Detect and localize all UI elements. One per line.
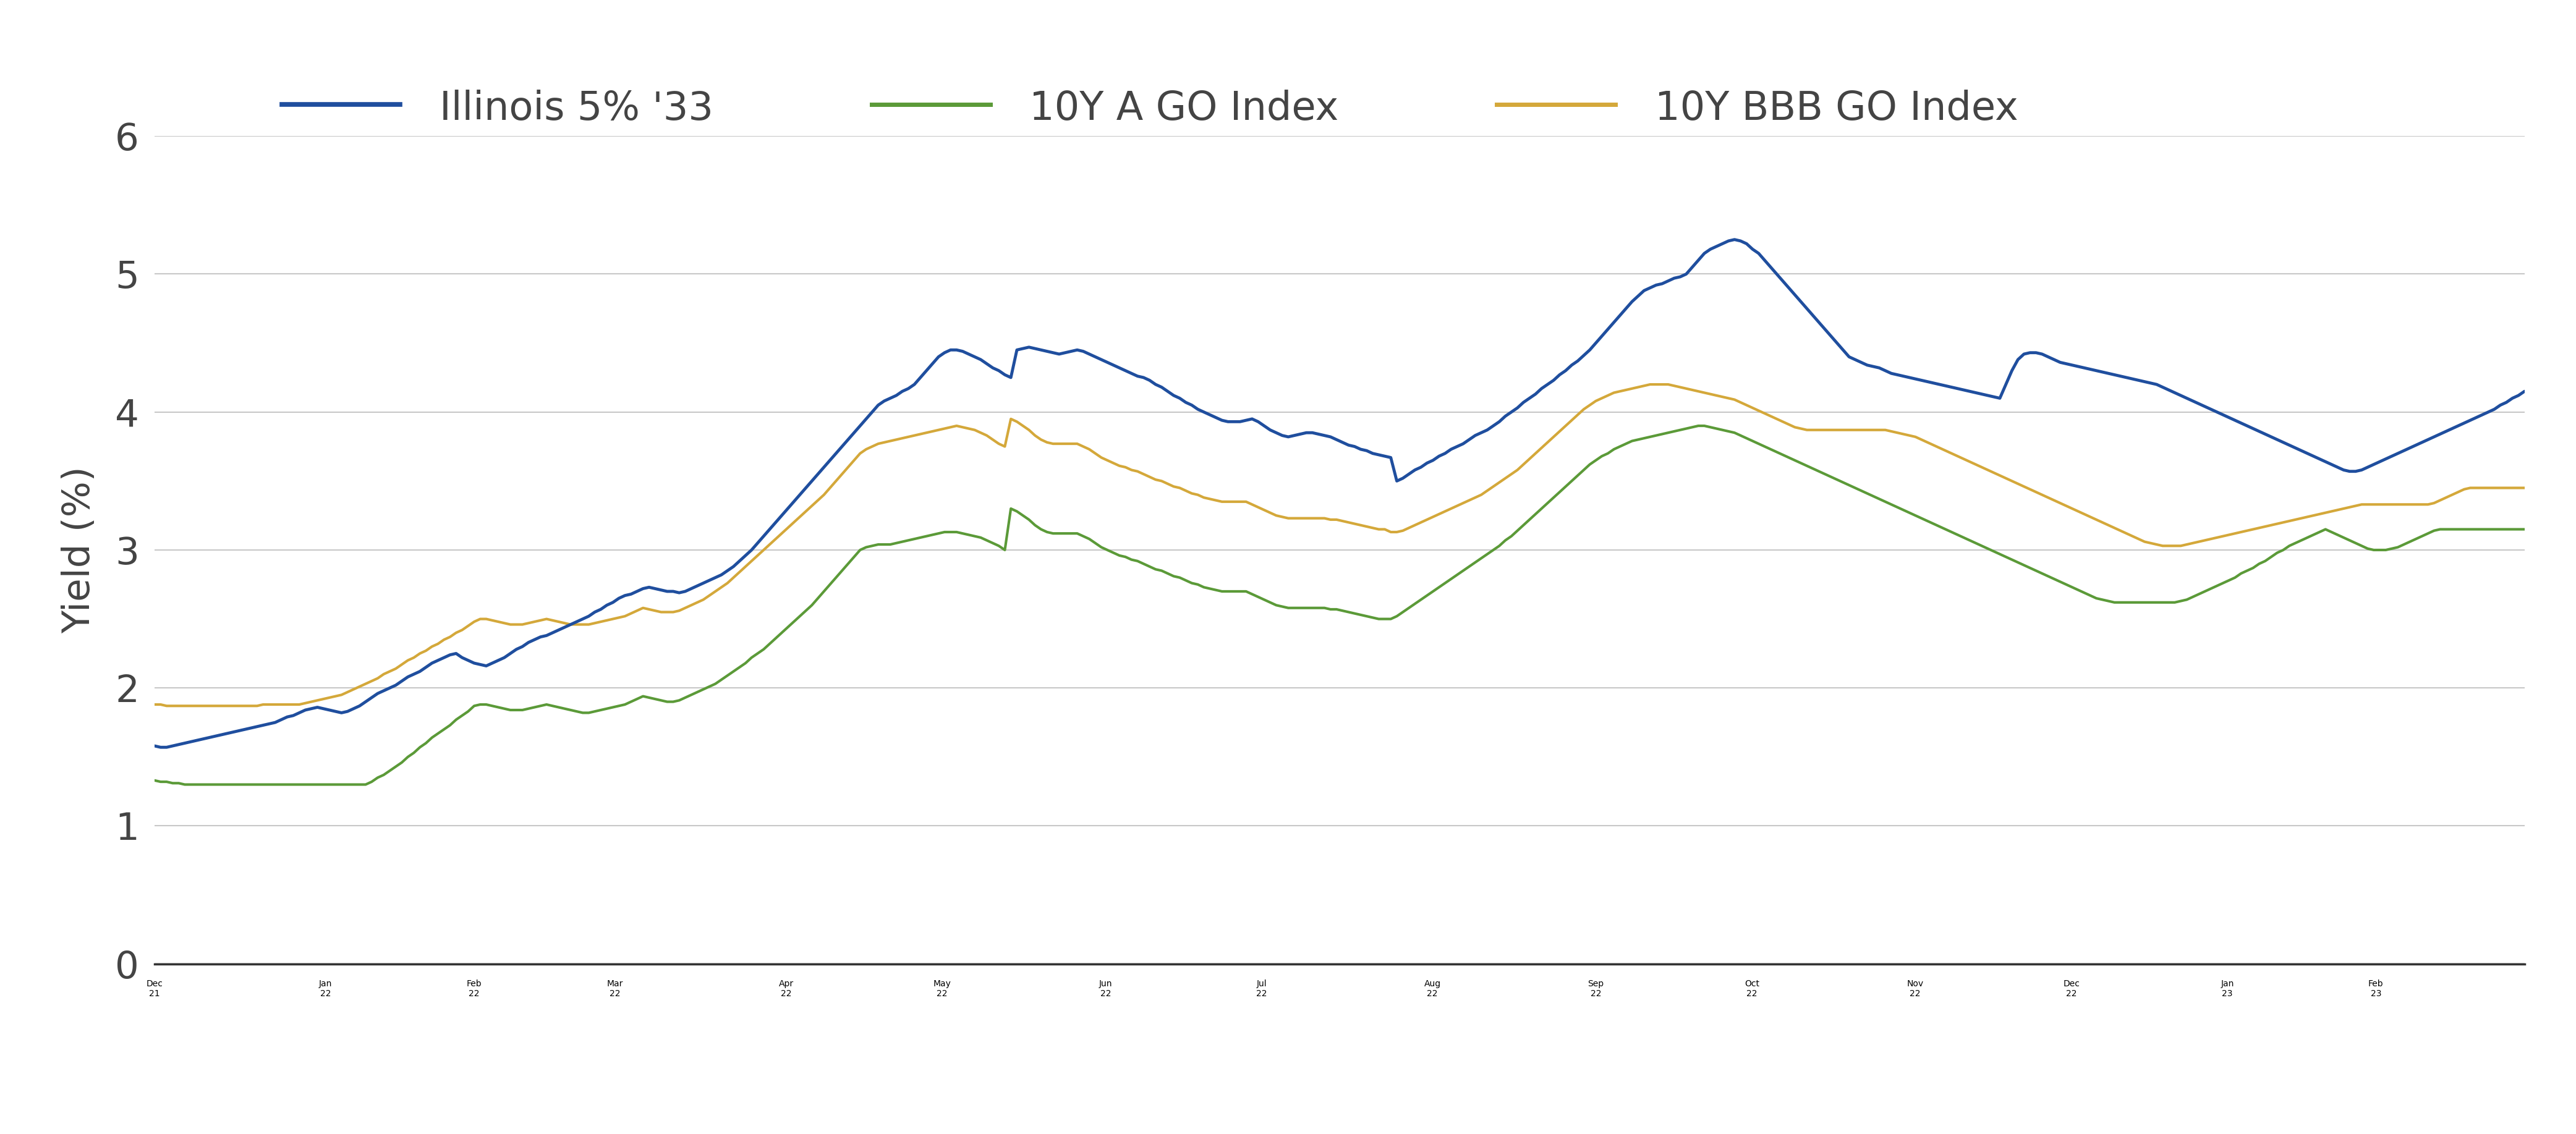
Y-axis label: Yield (%): Yield (%) bbox=[62, 466, 98, 634]
Legend: Illinois 5% '33, 10Y A GO Index, 10Y BBB GO Index: Illinois 5% '33, 10Y A GO Index, 10Y BBB… bbox=[265, 73, 2035, 144]
